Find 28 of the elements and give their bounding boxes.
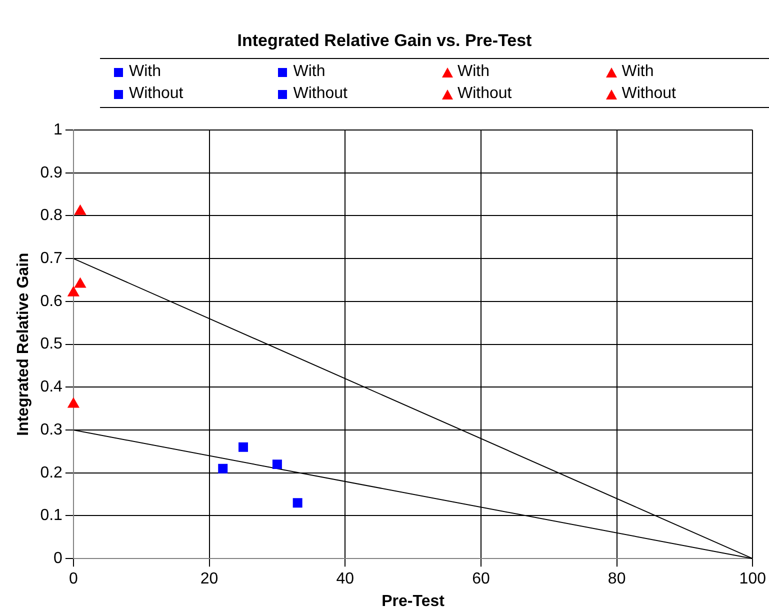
legend-label: Without <box>458 85 512 103</box>
y-tick-label: 0.9 <box>40 164 63 182</box>
y-tick-label: 0.1 <box>40 507 63 524</box>
y-tick-label: 0.2 <box>40 464 63 482</box>
legend-label: Without <box>129 85 184 103</box>
x-tick-label: 20 <box>200 570 218 588</box>
y-tick-label: 1 <box>54 121 63 138</box>
chart-title: Integrated Relative Gain vs. Pre-Test <box>236 30 533 52</box>
y-tick-label: 0.5 <box>40 336 63 353</box>
legend-label: With <box>458 63 490 81</box>
legend-label: Without <box>293 85 348 103</box>
x-tick-label: 100 <box>739 570 766 588</box>
x-tick-label: 0 <box>68 570 78 588</box>
x-tick-label: 60 <box>472 570 490 588</box>
y-tick-label: 0.3 <box>40 421 63 438</box>
x-tick-label: 40 <box>336 570 354 588</box>
y-tick-label: 0.6 <box>40 292 63 310</box>
legend-label: Without <box>622 85 676 103</box>
legend-label: With <box>622 63 654 81</box>
y-tick-label: 0 <box>54 550 63 568</box>
y-axis-title: Integrated Relative Gain <box>15 252 32 436</box>
y-tick-label: 0.7 <box>40 250 63 267</box>
x-tick-label: 80 <box>608 570 626 588</box>
y-tick-label: 0.4 <box>40 378 63 396</box>
legend-label: With <box>129 63 161 81</box>
x-axis-title: Pre-Test <box>382 592 446 610</box>
y-tick-label: 0.8 <box>40 207 63 224</box>
legend-label: With <box>293 63 326 81</box>
